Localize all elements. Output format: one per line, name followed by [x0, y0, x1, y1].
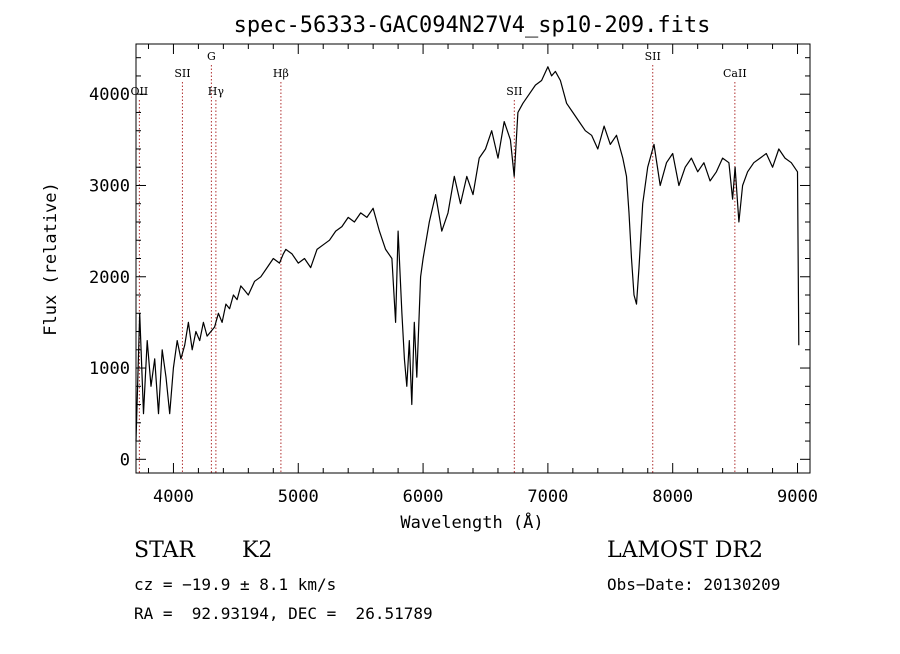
x-tick-label: 8000 — [652, 487, 693, 507]
spectral-line-label: Hβ — [273, 67, 289, 80]
y-tick-label: 4000 — [89, 85, 130, 105]
chart-title: spec-56333-GAC094N27V4_sp10-209.fits — [234, 13, 711, 38]
y-tick-label: 0 — [120, 450, 130, 470]
spectral-line-label: Hγ — [208, 85, 225, 98]
x-axis: 4000 5000 6000 7000 8000 9000 — [147, 44, 818, 507]
plot-border — [135, 43, 811, 474]
y-axis-label: Flux (relative) — [41, 182, 61, 336]
spectrum-series — [135, 66, 800, 442]
plot-frame — [135, 43, 811, 474]
x-axis-label: Wavelength (Å) — [400, 511, 543, 533]
object-class: STAR — [134, 538, 195, 563]
obs-date: Obs−Date: 20130209 — [607, 575, 781, 594]
y-tick-label: 2000 — [89, 268, 130, 288]
coordinates: RA = 92.93194, DEC = 26.51789 — [134, 604, 433, 623]
y-tick-label: 3000 — [89, 176, 130, 196]
spectral-line-label: SII — [506, 85, 522, 98]
x-tick-label: 7000 — [527, 487, 568, 507]
spectral-line-label: G — [207, 50, 216, 63]
spectrum-line — [135, 66, 800, 442]
x-tick-label: 6000 — [403, 487, 444, 507]
y-axis: 0 1000 2000 3000 4000 — [89, 57, 810, 470]
survey-name: LAMOST DR2 — [607, 538, 763, 563]
y-tick-label: 1000 — [89, 359, 130, 379]
x-tick-label: 5000 — [278, 487, 319, 507]
spectral-line-markers: OII SII G Hγ Hβ SII SII CaII — [131, 50, 747, 473]
x-tick-label: 9000 — [777, 487, 818, 507]
spectral-line-label: SII — [174, 67, 190, 80]
subclass: K2 — [242, 538, 273, 563]
spectral-line-label: SII — [645, 50, 661, 63]
x-tick-label: 4000 — [153, 487, 194, 507]
spectral-line-label: CaII — [723, 67, 747, 80]
spectral-line-label: OII — [131, 85, 149, 98]
cz-value: cz = −19.9 ± 8.1 km/s — [134, 575, 337, 594]
